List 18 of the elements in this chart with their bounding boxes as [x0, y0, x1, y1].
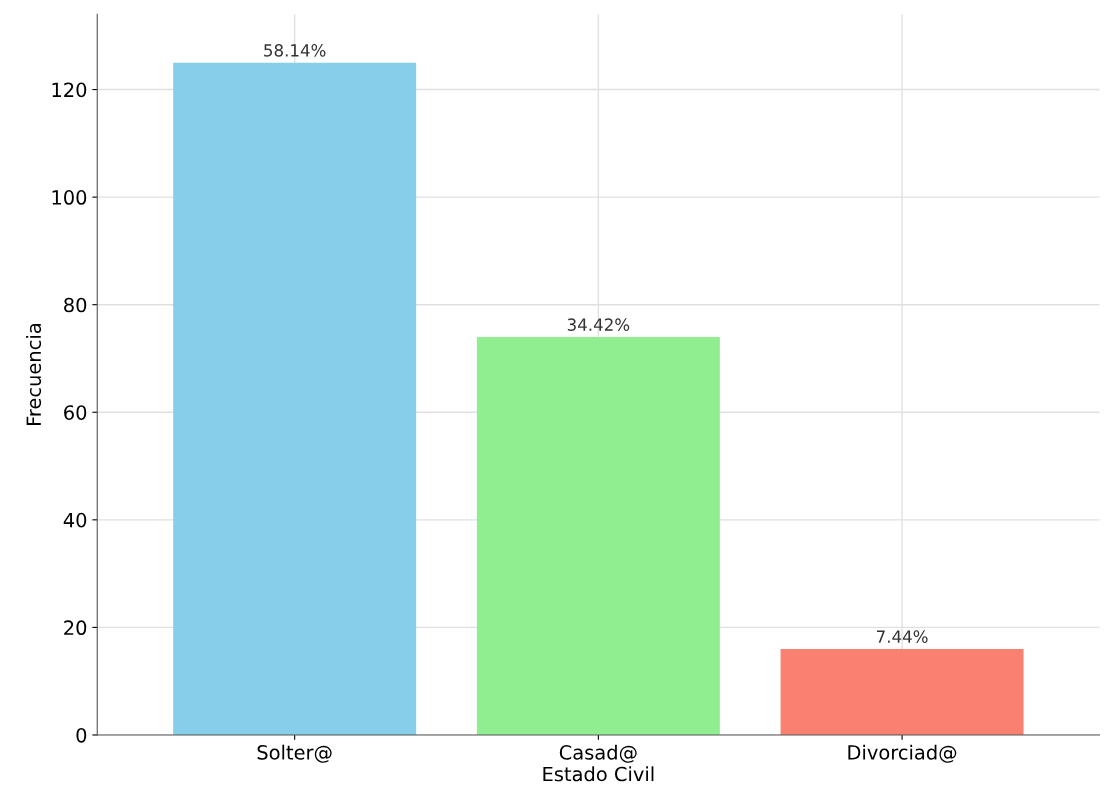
bar: [476, 336, 720, 735]
y-tick-label: 120: [52, 82, 87, 98]
y-tick-label: 60: [64, 405, 87, 420]
y-tick-label: 20: [64, 620, 87, 636]
annotation: 7.44%: [876, 630, 928, 643]
y-tick-label: 0: [76, 727, 87, 743]
x-tick-label: Solter@: [257, 744, 332, 763]
y-tick-label: 80: [64, 297, 87, 313]
y-tick-label: 100: [52, 190, 87, 205]
x-axis-title: Estado Civil: [543, 766, 654, 782]
y-axis-title: Frecuencia: [26, 324, 42, 426]
x-tick-label: Casad@: [559, 744, 637, 763]
annotation: 34.42%: [567, 318, 630, 331]
bar: [173, 62, 417, 735]
x-tick-label: Divorciad@: [848, 744, 957, 763]
bar: [780, 648, 1024, 735]
y-tick-label: 40: [63, 512, 87, 528]
annotation: 58.14%: [264, 44, 326, 57]
